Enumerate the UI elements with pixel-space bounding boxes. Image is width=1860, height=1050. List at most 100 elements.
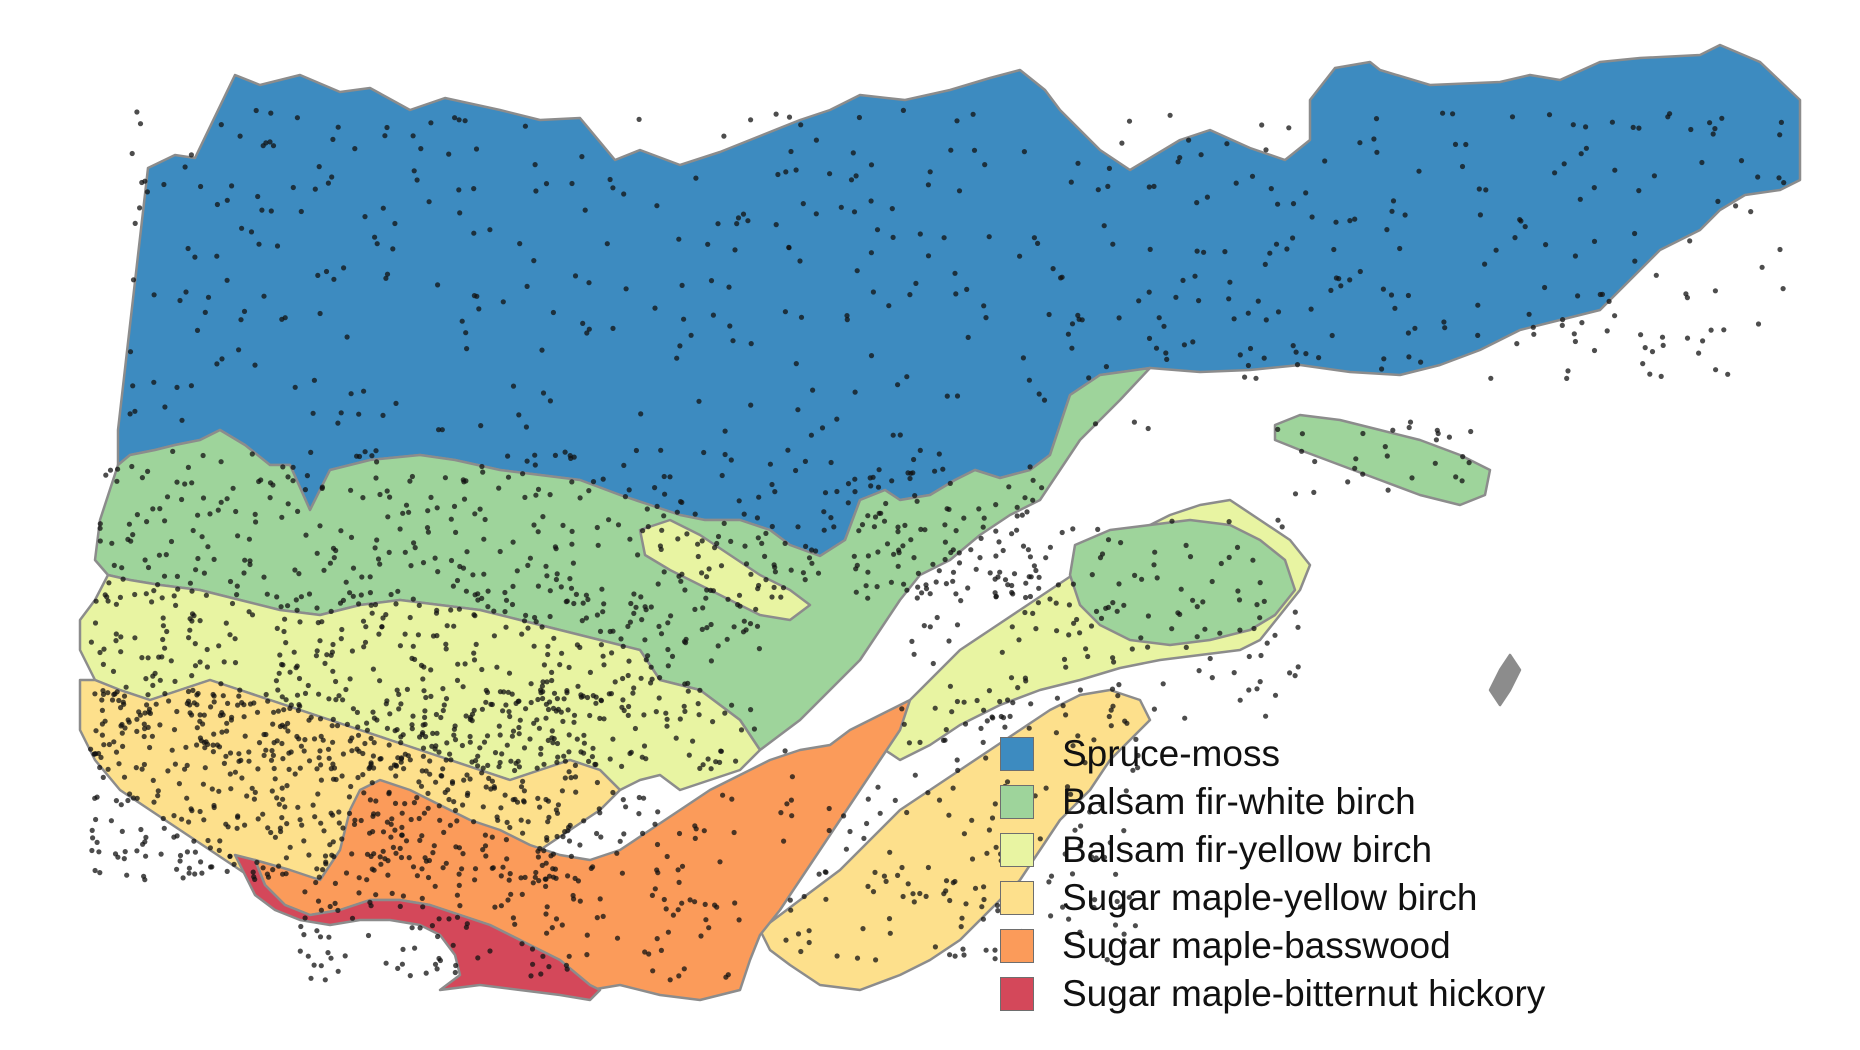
sample-point [594, 524, 600, 531]
sample-point [1247, 345, 1254, 352]
sample-point [395, 965, 401, 972]
sample-point [174, 708, 180, 715]
sample-point [495, 817, 501, 823]
legend-swatch-spruce-moss [1000, 737, 1034, 771]
sample-point [631, 591, 637, 597]
sample-point [195, 555, 201, 562]
sample-point [1116, 682, 1122, 688]
sample-point [1459, 163, 1466, 170]
sample-point [1010, 700, 1016, 706]
sample-point [343, 686, 349, 693]
sample-point [171, 813, 177, 819]
sample-point [327, 903, 333, 910]
sample-point [527, 555, 534, 561]
sample-point [612, 679, 618, 685]
sample-point [1236, 597, 1243, 603]
sample-point [511, 767, 518, 774]
sample-point [1130, 767, 1136, 773]
sample-point [315, 620, 321, 626]
sample-point [683, 640, 689, 646]
sample-point [259, 207, 265, 213]
sample-point [610, 325, 616, 331]
sample-point [426, 199, 432, 205]
sample-point [718, 748, 725, 754]
sample-point [1198, 152, 1204, 158]
sample-point [521, 798, 527, 804]
sample-point [532, 874, 538, 880]
sample-point [502, 609, 508, 615]
sample-point [419, 768, 425, 774]
sample-point [150, 506, 156, 512]
legend-item-sugar-maple-basswood: Sugar maple-basswood [1000, 922, 1545, 970]
sample-point [530, 880, 536, 886]
sample-point [105, 690, 111, 696]
sample-point [113, 798, 119, 804]
sample-point [481, 536, 487, 542]
sample-point [1777, 132, 1783, 138]
sample-point [395, 588, 401, 594]
sample-point [463, 713, 469, 719]
sample-point [421, 810, 427, 816]
sample-point [1262, 261, 1268, 267]
sample-point [142, 877, 148, 883]
sample-point [238, 317, 244, 323]
sample-point [356, 890, 362, 896]
sample-point [402, 631, 408, 637]
sample-point [422, 708, 428, 714]
sample-point [631, 610, 637, 617]
sample-point [540, 390, 547, 396]
sample-point [191, 838, 197, 844]
sample-point [369, 780, 375, 786]
sample-point [274, 243, 281, 249]
sample-point [610, 736, 616, 742]
sample-point [899, 864, 905, 871]
sample-point [888, 579, 895, 585]
sample-point [1612, 167, 1618, 173]
sample-point [582, 207, 588, 213]
sample-point [531, 643, 537, 649]
sample-point [1151, 706, 1157, 712]
sample-point [895, 382, 901, 388]
sample-point [809, 547, 815, 553]
sample-point [1089, 572, 1095, 578]
sample-point [1083, 646, 1089, 652]
sample-point [264, 591, 270, 597]
sample-point [823, 896, 829, 902]
sample-point [119, 730, 125, 736]
sample-point [982, 162, 988, 168]
sample-point [600, 913, 606, 920]
sample-point [158, 851, 164, 857]
sample-point [387, 494, 393, 500]
sample-point [195, 690, 201, 697]
sample-point [704, 625, 710, 631]
sample-point [268, 829, 274, 836]
sample-point [316, 691, 322, 697]
sample-point [215, 507, 221, 513]
sample-point [139, 655, 145, 661]
sample-point [208, 704, 214, 710]
sample-point [665, 929, 672, 935]
sample-point [883, 878, 889, 885]
sample-point [552, 866, 559, 872]
sample-point [1352, 465, 1358, 471]
sample-point [942, 539, 949, 545]
sample-point [134, 511, 140, 518]
sample-point [333, 547, 339, 554]
sample-point [155, 582, 161, 588]
sample-point [981, 515, 987, 521]
sample-point [268, 208, 274, 214]
sample-point [561, 753, 567, 759]
sample-point [127, 411, 133, 417]
sample-point [553, 576, 560, 583]
sample-point [844, 317, 850, 323]
sample-point [1292, 673, 1298, 679]
sample-point [248, 229, 255, 235]
sample-point [299, 822, 305, 828]
sample-point [676, 973, 682, 979]
sample-point [457, 210, 463, 216]
sample-point [362, 639, 369, 645]
sample-point [654, 867, 660, 873]
sample-point [236, 758, 242, 764]
sample-point [1725, 371, 1731, 377]
sample-point [609, 650, 615, 656]
